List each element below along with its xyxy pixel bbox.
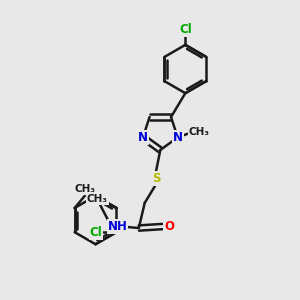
Text: Cl: Cl bbox=[89, 226, 102, 239]
Text: Cl: Cl bbox=[179, 23, 192, 36]
Text: O: O bbox=[164, 220, 174, 233]
Text: CH₃: CH₃ bbox=[188, 127, 209, 137]
Text: CH₃: CH₃ bbox=[74, 184, 95, 194]
Text: S: S bbox=[152, 172, 160, 185]
Text: N: N bbox=[173, 131, 183, 144]
Text: CH₃: CH₃ bbox=[87, 194, 108, 204]
Text: NH: NH bbox=[108, 220, 127, 233]
Text: N: N bbox=[138, 131, 148, 144]
